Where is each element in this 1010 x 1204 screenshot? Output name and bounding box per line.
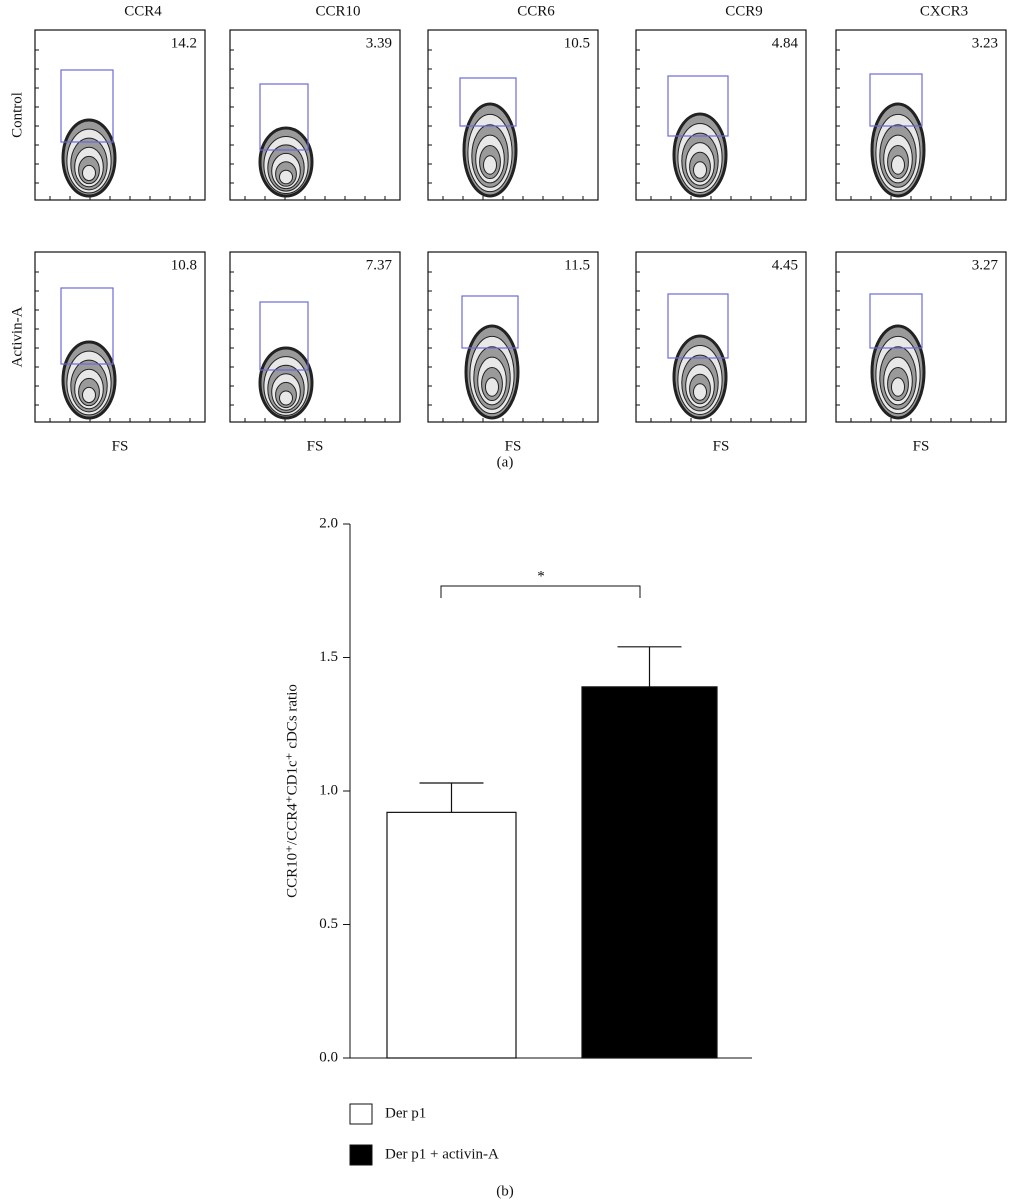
contour: [891, 155, 905, 175]
y-tick-label: 1.5: [319, 649, 338, 665]
panel-label: (b): [496, 1183, 514, 1199]
gate-percentage: 14.2: [171, 35, 197, 51]
legend-label: Der p1 + activin-A: [385, 1146, 499, 1162]
y-tick-label: 1.0: [319, 782, 338, 798]
gate: [869, 73, 923, 127]
x-axis-label: FS: [307, 438, 324, 454]
plot-frame: [229, 251, 401, 423]
contour: [82, 164, 96, 182]
y-tick-label: 0.0: [319, 1049, 338, 1065]
gate-percentage: 7.37: [366, 257, 393, 273]
gate: [667, 75, 729, 137]
plot-frame: [835, 29, 1007, 201]
column-header: CCR9: [725, 3, 763, 19]
column-header: CCR10: [315, 3, 360, 19]
gate: [60, 69, 114, 143]
column-header: CCR6: [517, 3, 555, 19]
bar: [581, 686, 718, 1059]
row-label: Activin-A: [9, 306, 25, 367]
gate: [259, 301, 309, 371]
error-bar: [617, 646, 682, 687]
contour: [279, 169, 293, 185]
bar: [386, 811, 517, 1059]
column-header: CCR4: [124, 3, 162, 19]
plot-frame: [34, 251, 206, 423]
gate: [459, 77, 517, 127]
contour: [693, 383, 707, 401]
gate: [667, 293, 729, 359]
plot-frame: [635, 251, 807, 423]
column-header: CXCR3: [920, 3, 968, 19]
gate-percentage: 11.5: [564, 257, 590, 273]
plot-frame: [427, 29, 599, 201]
legend-swatch: [349, 1103, 373, 1125]
row-label: Control: [9, 92, 25, 138]
gate: [869, 293, 923, 349]
x-axis-label: FS: [505, 438, 522, 454]
gate-percentage: 4.84: [772, 35, 799, 51]
contour: [485, 377, 499, 397]
plot-frame: [635, 29, 807, 201]
gate-percentage: 10.5: [564, 35, 590, 51]
y-tick-label: 0.5: [319, 916, 338, 932]
gate: [60, 287, 114, 365]
legend-label: Der p1: [385, 1105, 426, 1121]
gate-percentage: 10.8: [171, 257, 197, 273]
gate-percentage: 3.39: [366, 35, 392, 51]
significance-marker: *: [537, 568, 545, 584]
gate-percentage: 3.27: [972, 257, 999, 273]
contour: [279, 390, 293, 406]
plot-frame: [427, 251, 599, 423]
contour: [483, 155, 497, 175]
gate-percentage: 4.45: [772, 257, 798, 273]
x-axis-label: FS: [713, 438, 730, 454]
contour: [693, 161, 707, 179]
gate-percentage: 3.23: [972, 35, 998, 51]
plot-frame: [34, 29, 206, 201]
error-bar: [419, 782, 484, 813]
plot-frame: [835, 251, 1007, 423]
gate: [259, 83, 309, 151]
gate: [461, 295, 519, 349]
contour: [891, 377, 905, 397]
plot-frame: [229, 29, 401, 201]
x-axis-label: FS: [913, 438, 930, 454]
panel-label: (a): [497, 454, 514, 470]
contour: [82, 386, 96, 404]
significance-bracket: [440, 585, 641, 598]
x-axis-label: FS: [112, 438, 129, 454]
legend-swatch: [349, 1144, 373, 1166]
y-tick-label: 2.0: [319, 515, 338, 531]
y-axis-label: CCR10⁺/CCR4⁺CD1c⁺ cDCs ratio: [284, 684, 300, 898]
